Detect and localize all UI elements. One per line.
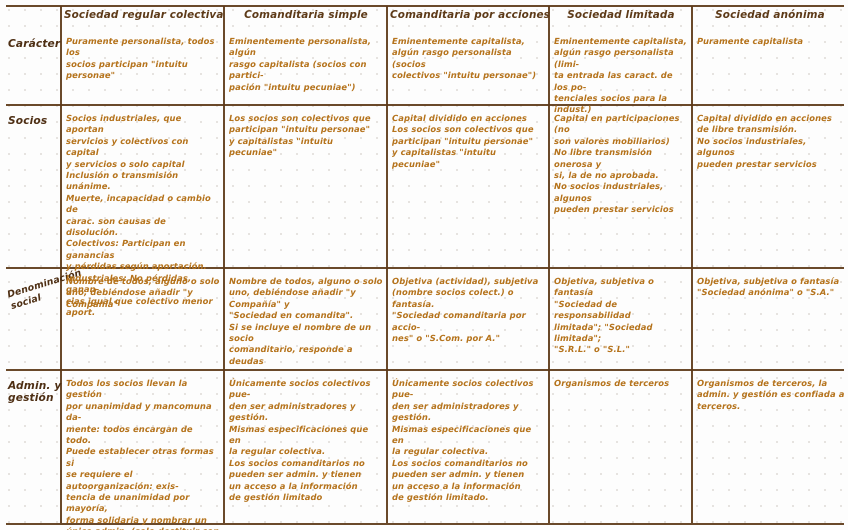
row-header-admin: Admin. y gestión — [8, 380, 62, 405]
column-header-comanditaria-simple: Comanditaria simple — [244, 9, 368, 21]
row-rule-after-caracter — [6, 104, 844, 106]
cell-caracter-anonima: Puramente capitalista — [697, 36, 804, 46]
cell-admin-comanditaria-simple: Únicamente socios colectivos pue- den se… — [229, 378, 371, 503]
cell-caracter-comanditaria-acciones: Eminentemente capitalista, algún rasgo p… — [392, 36, 537, 81]
cell-caracter-limitada: Eminentemente capitalista, algún rasgo p… — [554, 36, 687, 115]
table-bottom-rule — [6, 523, 844, 525]
col-rule-colectiva — [223, 6, 225, 523]
col-rule-comanditaria-acciones — [548, 6, 550, 523]
cell-caracter-comanditaria-simple: Eminentemente personalista, algún rasgo … — [229, 36, 371, 92]
cell-denominacion-colectiva: Nombre de todos, alguno o solo uno, debi… — [66, 276, 220, 309]
cell-admin-limitada: Organismos de terceros — [554, 378, 670, 388]
cell-socios-comanditaria-acciones: Capital dividido en acciones Los socios … — [392, 113, 534, 169]
cell-denominacion-anonima: Objetiva, subjetiva o fantasía "Sociedad… — [697, 276, 840, 298]
column-header-colectiva: Sociedad regular colectiva — [64, 9, 224, 21]
column-header-anonima: Sociedad anónima — [715, 9, 825, 21]
column-header-comanditaria-acciones: Comanditaria por acciones — [390, 9, 551, 21]
cell-denominacion-limitada: Objetiva, subjetiva o fantasía "Sociedad… — [554, 276, 654, 355]
cell-socios-colectiva: Socios industriales, que aportan servici… — [66, 113, 213, 317]
row-header-caracter: Carácter — [8, 38, 61, 50]
row-rule-after-denominacion — [6, 369, 844, 371]
cell-socios-anonima: Capital dividido en acciones de libre tr… — [697, 113, 833, 169]
col-rule-rowlabel — [60, 6, 62, 523]
cell-denominacion-comanditaria-acciones: Objetiva (actividad), subjetiva (nombre … — [392, 276, 539, 344]
cell-admin-anonima: Organismos de terceros, la admin. y gest… — [697, 378, 845, 411]
cell-admin-colectiva: Todos los socios llevan la gestión por u… — [66, 378, 219, 530]
row-header-socios: Socios — [8, 115, 48, 127]
row-rule-after-socios — [6, 267, 844, 269]
col-rule-limitada — [691, 6, 693, 523]
cell-admin-comanditaria-acciones: Únicamente socios colectivos pue- den se… — [392, 378, 534, 503]
cell-caracter-colectiva: Puramente personalista, todos los socios… — [66, 36, 215, 81]
col-rule-comanditaria-simple — [386, 6, 388, 523]
cell-socios-limitada: Capital en participaciones (no son valor… — [554, 113, 680, 215]
cell-socios-comanditaria-simple: Los socios son colectivos que participan… — [229, 113, 371, 158]
column-header-limitada: Sociedad limitada — [567, 9, 675, 21]
cell-denominacion-comanditaria-simple: Nombre de todos, alguno o solo uno, debi… — [229, 276, 383, 366]
table-top-rule — [6, 5, 844, 7]
